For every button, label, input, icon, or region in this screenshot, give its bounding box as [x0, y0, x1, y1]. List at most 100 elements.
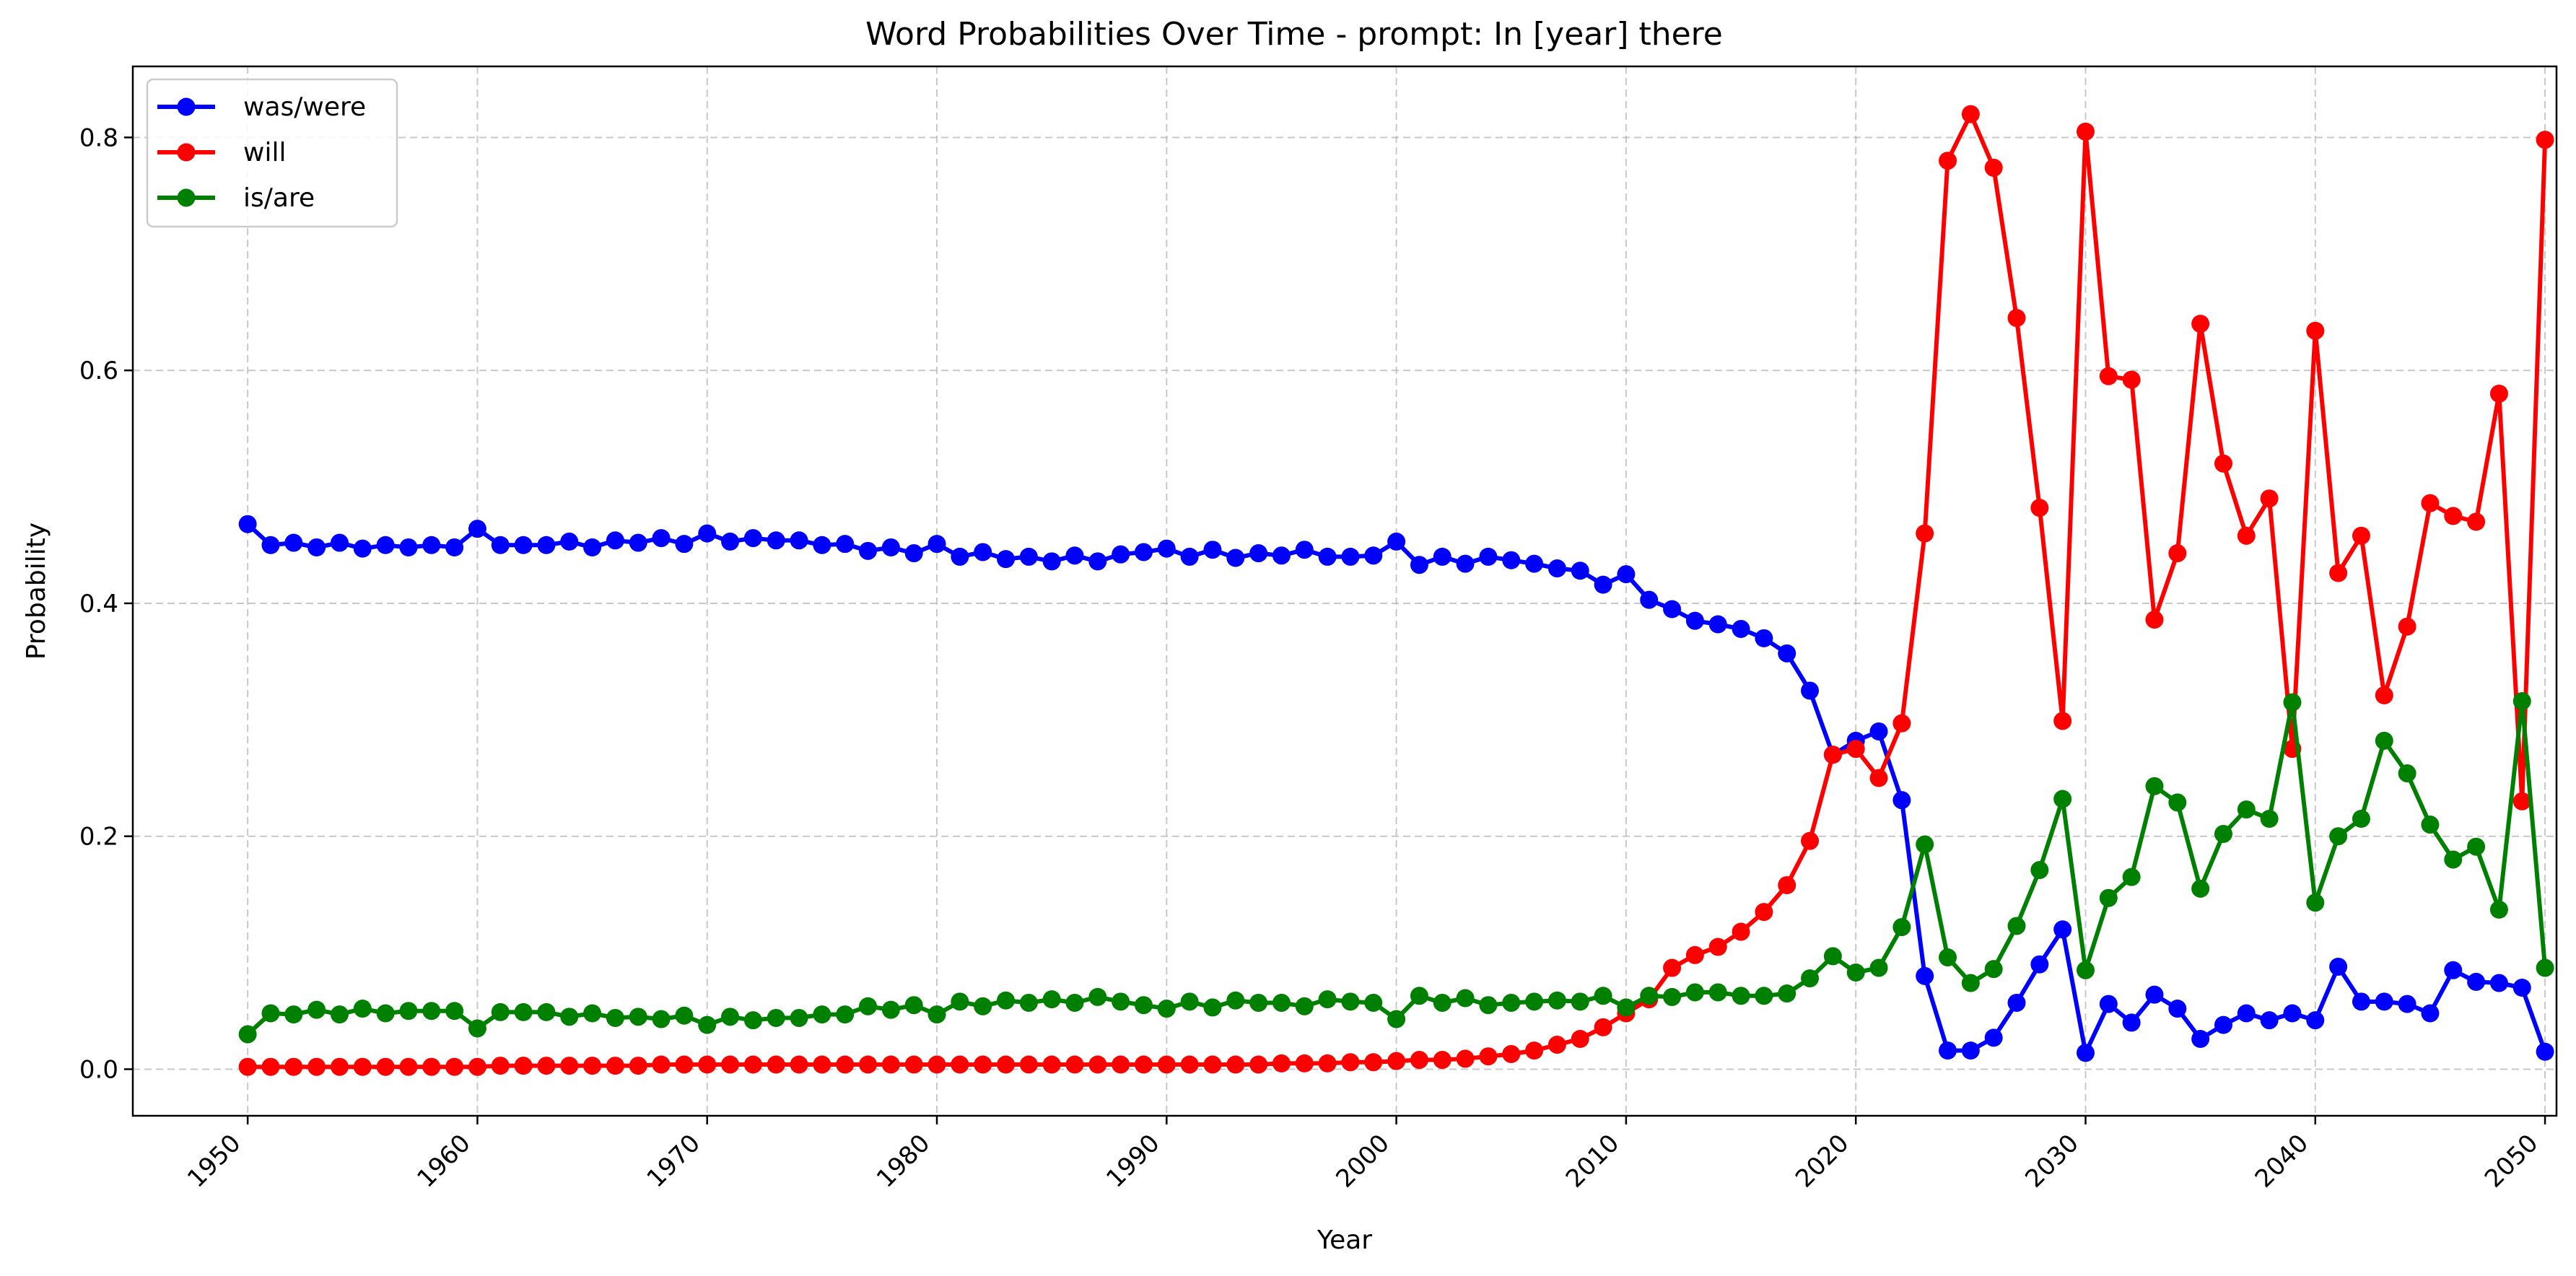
data-point-was-were	[2191, 1029, 2210, 1048]
data-point-was-were	[2030, 955, 2049, 974]
data-point-was-were	[2536, 1042, 2554, 1061]
data-point-was-were	[2444, 961, 2463, 979]
data-point-was-were	[1502, 551, 1521, 569]
data-point-was-were	[1249, 544, 1268, 563]
data-point-will	[652, 1055, 671, 1074]
data-point-is-are	[2536, 958, 2554, 977]
legend-frame	[146, 78, 398, 228]
data-point-was-were	[721, 532, 740, 551]
data-point-will	[1364, 1053, 1383, 1072]
data-point-is-are	[399, 1002, 418, 1021]
data-point-is-are	[1019, 993, 1038, 1012]
data-point-was-were	[1410, 556, 1428, 574]
data-point-is-are	[904, 996, 923, 1015]
data-point-is-are	[2329, 827, 2348, 846]
data-point-will	[1479, 1047, 1498, 1066]
data-point-is-are	[1226, 991, 1245, 1010]
data-point-was-were	[1387, 532, 1406, 551]
data-point-was-were	[1708, 615, 1727, 634]
data-point-was-were	[307, 538, 326, 556]
data-point-is-are	[652, 1010, 671, 1028]
y-axis-label: Probability	[22, 523, 51, 660]
data-point-is-are	[491, 1002, 510, 1021]
data-point-was-were	[1295, 541, 1314, 559]
data-point-was-were	[1157, 539, 1176, 558]
data-point-is-are	[422, 1002, 441, 1021]
data-point-is-are	[1479, 996, 1498, 1015]
data-point-was-were	[2076, 1044, 2095, 1062]
data-point-will	[927, 1055, 946, 1074]
data-point-will	[1387, 1052, 1406, 1070]
data-point-is-are	[2444, 850, 2463, 869]
data-point-is-are	[675, 1006, 694, 1025]
y-tick-label: 0.4	[79, 590, 118, 619]
data-point-will	[721, 1055, 740, 1074]
data-point-will	[2444, 507, 2463, 525]
data-point-was-were	[2398, 995, 2416, 1013]
data-point-will	[743, 1055, 762, 1074]
data-point-is-are	[2421, 816, 2440, 834]
data-point-was-were	[468, 520, 486, 538]
data-point-is-are	[1456, 989, 1475, 1008]
data-point-will	[514, 1057, 533, 1075]
data-point-was-were	[2329, 957, 2348, 976]
data-point-was-were	[2099, 995, 2118, 1013]
data-point-was-were	[1433, 547, 1451, 566]
data-point-will	[2512, 792, 2531, 810]
data-point-was-were	[1663, 600, 1682, 619]
data-point-will	[376, 1057, 395, 1076]
data-point-is-are	[836, 1005, 855, 1024]
data-point-is-are	[1295, 997, 1314, 1015]
data-point-will	[1433, 1051, 1451, 1070]
data-point-is-are	[2122, 868, 2141, 886]
data-point-will	[1249, 1055, 1268, 1074]
data-point-is-are	[629, 1008, 647, 1026]
data-point-was-were	[1364, 546, 1383, 565]
data-point-will	[1157, 1055, 1176, 1074]
data-point-will	[836, 1055, 855, 1074]
data-point-is-are	[1180, 992, 1199, 1011]
data-point-is-are	[1823, 947, 1842, 966]
data-point-was-were	[445, 538, 464, 556]
data-point-is-are	[353, 1000, 372, 1018]
data-point-was-were	[1341, 547, 1360, 566]
data-point-will	[2053, 712, 2072, 730]
data-point-is-are	[881, 1000, 900, 1019]
data-point-is-are	[1663, 987, 1682, 1006]
data-point-will	[2398, 617, 2416, 636]
data-point-will	[2168, 544, 2187, 563]
data-point-will	[790, 1055, 808, 1074]
data-point-will	[1663, 958, 1682, 977]
data-point-was-were	[2237, 1004, 2256, 1023]
data-point-was-were	[1088, 552, 1107, 571]
data-point-will	[767, 1055, 785, 1074]
data-point-is-are	[2352, 809, 2370, 828]
data-point-was-were	[1203, 541, 1222, 559]
data-point-was-were	[1801, 681, 1820, 700]
data-point-will	[2145, 611, 2164, 629]
data-point-will	[1685, 945, 1704, 964]
data-point-will	[1502, 1044, 1521, 1063]
data-point-was-were	[1112, 545, 1130, 564]
data-point-is-are	[2398, 764, 2416, 783]
data-point-was-were	[238, 515, 257, 533]
data-point-was-were	[2421, 1004, 2440, 1023]
data-point-was-were	[2467, 972, 2486, 991]
data-point-is-are	[445, 1002, 464, 1021]
data-point-will	[1456, 1049, 1475, 1068]
data-point-was-were	[2053, 920, 2072, 939]
data-point-was-were	[2283, 1004, 2302, 1023]
data-point-will	[606, 1057, 624, 1075]
data-point-is-are	[767, 1008, 785, 1027]
data-point-will	[675, 1055, 694, 1074]
data-point-was-were	[629, 533, 647, 552]
data-point-will	[1547, 1036, 1566, 1054]
data-point-will	[1112, 1055, 1130, 1074]
data-point-will	[1065, 1055, 1084, 1074]
series-is-are	[238, 692, 2554, 1044]
data-point-will	[813, 1055, 831, 1074]
chart-title: Word Probabilities Over Time - prompt: I…	[865, 16, 1723, 53]
data-point-was-were	[1732, 619, 1750, 638]
legend: was/were will is/are	[146, 78, 398, 228]
